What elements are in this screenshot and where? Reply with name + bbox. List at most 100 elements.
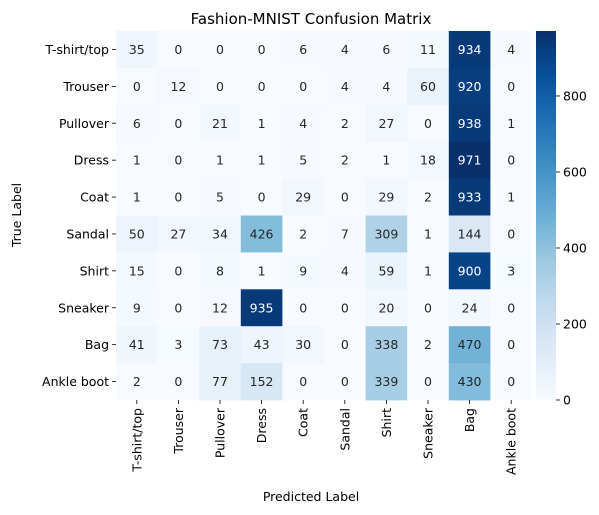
- heatmap-cell: [240, 67, 283, 106]
- heatmap-cell: [282, 326, 325, 364]
- cell-value-label: 21: [212, 116, 228, 131]
- cell-value-label: 11: [420, 42, 436, 57]
- cell-value-label: 1: [133, 153, 141, 168]
- cell-value-label: 2: [424, 190, 432, 205]
- heatmap-cell: [365, 178, 408, 216]
- heatmap-cell: [157, 178, 200, 216]
- cell-value-label: 6: [133, 116, 141, 131]
- heatmap-cell: [365, 289, 408, 327]
- heatmap-cell: [365, 326, 408, 364]
- cell-value-label: 0: [341, 337, 349, 352]
- heatmap-cell: [116, 141, 158, 179]
- cell-value-label: 0: [174, 374, 182, 389]
- cell-value-label: 934: [458, 42, 482, 57]
- cell-value-label: 50: [129, 226, 145, 241]
- heatmap-cell: [448, 31, 491, 69]
- heatmap-cell: [324, 289, 366, 327]
- heatmap-cell: [490, 141, 533, 179]
- colorbar-tick-label: 800: [563, 88, 587, 103]
- cell-value-label: 4: [299, 116, 307, 131]
- cell-value-label: 0: [507, 337, 515, 352]
- cell-value-label: 30: [295, 337, 311, 352]
- y-tick-labels: T-shirt/top Trouser Pullover Dress Coat Sanda…: [42, 42, 116, 389]
- y-tick-label: Bag: [85, 337, 109, 352]
- cell-value-label: 0: [299, 374, 307, 389]
- heatmap-cell: [324, 363, 366, 401]
- heatmap-cell: [282, 215, 325, 253]
- heatmap-cell: [240, 252, 283, 290]
- heatmap-cell: [407, 141, 450, 179]
- colorbar-tick-label: 200: [563, 316, 587, 331]
- x-axis-title: Predicted Label: [263, 489, 359, 504]
- heatmap-cell: [490, 178, 533, 216]
- cell-value-label: 4: [382, 79, 390, 94]
- heatmap-cell: [448, 289, 491, 327]
- x-tick-label: Sneaker: [421, 407, 436, 459]
- heatmap-cell: [199, 252, 242, 290]
- heatmap-cell: [407, 289, 450, 327]
- y-tick-label: Ankle boot: [42, 374, 109, 389]
- y-tick-label: Sneaker: [58, 300, 110, 315]
- heatmap-cell: [490, 31, 533, 69]
- cell-value-label: 152: [250, 374, 274, 389]
- heatmap-cell: [240, 31, 283, 69]
- cell-value-label: 0: [174, 42, 182, 57]
- heatmap-cell: [240, 178, 283, 216]
- cell-value-label: 18: [420, 153, 436, 168]
- cell-value-label: 34: [212, 226, 228, 241]
- cell-value-label: 0: [424, 116, 432, 131]
- heatmap-cell: [448, 178, 491, 216]
- cell-value-label: 426: [250, 226, 274, 241]
- heatmap-cell: [116, 215, 158, 253]
- heatmap-cell: [116, 289, 158, 327]
- y-tick-label: Shirt: [80, 263, 109, 278]
- heatmap-cell: [282, 252, 325, 290]
- heatmap-cell: [199, 215, 242, 253]
- heatmap-cell: [199, 104, 242, 143]
- x-tick-label: Pullover: [213, 407, 228, 458]
- cell-value-label: 27: [378, 116, 394, 131]
- heatmap-cell: [448, 104, 491, 143]
- cell-value-label: 470: [458, 337, 482, 352]
- cell-value-label: 338: [374, 337, 398, 352]
- cell-value-label: 29: [378, 190, 394, 205]
- heatmap-cell: [282, 67, 325, 106]
- cell-value-label: 2: [341, 116, 349, 131]
- cell-value-label: 9: [133, 300, 141, 315]
- x-tick-label: Shirt: [379, 408, 394, 437]
- cell-value-label: 430: [458, 374, 482, 389]
- heatmap-cell: [157, 326, 200, 364]
- colorbar-ticks: 0 200 400 600 800: [556, 88, 587, 408]
- cell-value-label: 3: [507, 263, 515, 278]
- cell-value-label: 5: [299, 153, 307, 168]
- heatmap-cell: [407, 178, 450, 216]
- heatmap-cells: 35 0 0 0 6 4 6 11 934 40 12 0 0 0 4 4 60 920 06 0 21 1 4 2 27 0 93…: [116, 31, 533, 401]
- cell-value-label: 1: [216, 153, 224, 168]
- colorbar-tick-label: 0: [563, 393, 571, 408]
- heatmap-cell: [240, 289, 283, 327]
- x-tick-label: Ankle boot: [504, 408, 519, 475]
- y-tick-label: Sandal: [66, 226, 109, 241]
- cell-value-label: 5: [216, 190, 224, 205]
- x-tick-label: Sandal: [337, 408, 352, 451]
- heatmap-cell: [490, 215, 533, 253]
- cell-value-label: 971: [458, 153, 482, 168]
- cell-value-label: 59: [378, 263, 394, 278]
- cell-value-label: 938: [458, 116, 482, 131]
- cell-value-label: 0: [507, 374, 515, 389]
- cell-value-label: 0: [341, 300, 349, 315]
- heatmap-cell: [490, 252, 533, 290]
- heatmap-cell: [365, 104, 408, 143]
- cell-value-label: 900: [458, 263, 482, 278]
- heatmap-cell: [448, 363, 491, 401]
- heatmap-cell: [365, 252, 408, 290]
- cell-value-label: 0: [174, 300, 182, 315]
- cell-value-label: 12: [170, 79, 186, 94]
- heatmap-cell: [407, 67, 450, 106]
- y-axis-title: True Label: [9, 183, 24, 248]
- cell-value-label: 0: [424, 300, 432, 315]
- heatmap-cell: [448, 67, 491, 106]
- heatmap-cell: [282, 178, 325, 216]
- heatmap-cell: [324, 31, 366, 69]
- heatmap-cell: [324, 67, 366, 106]
